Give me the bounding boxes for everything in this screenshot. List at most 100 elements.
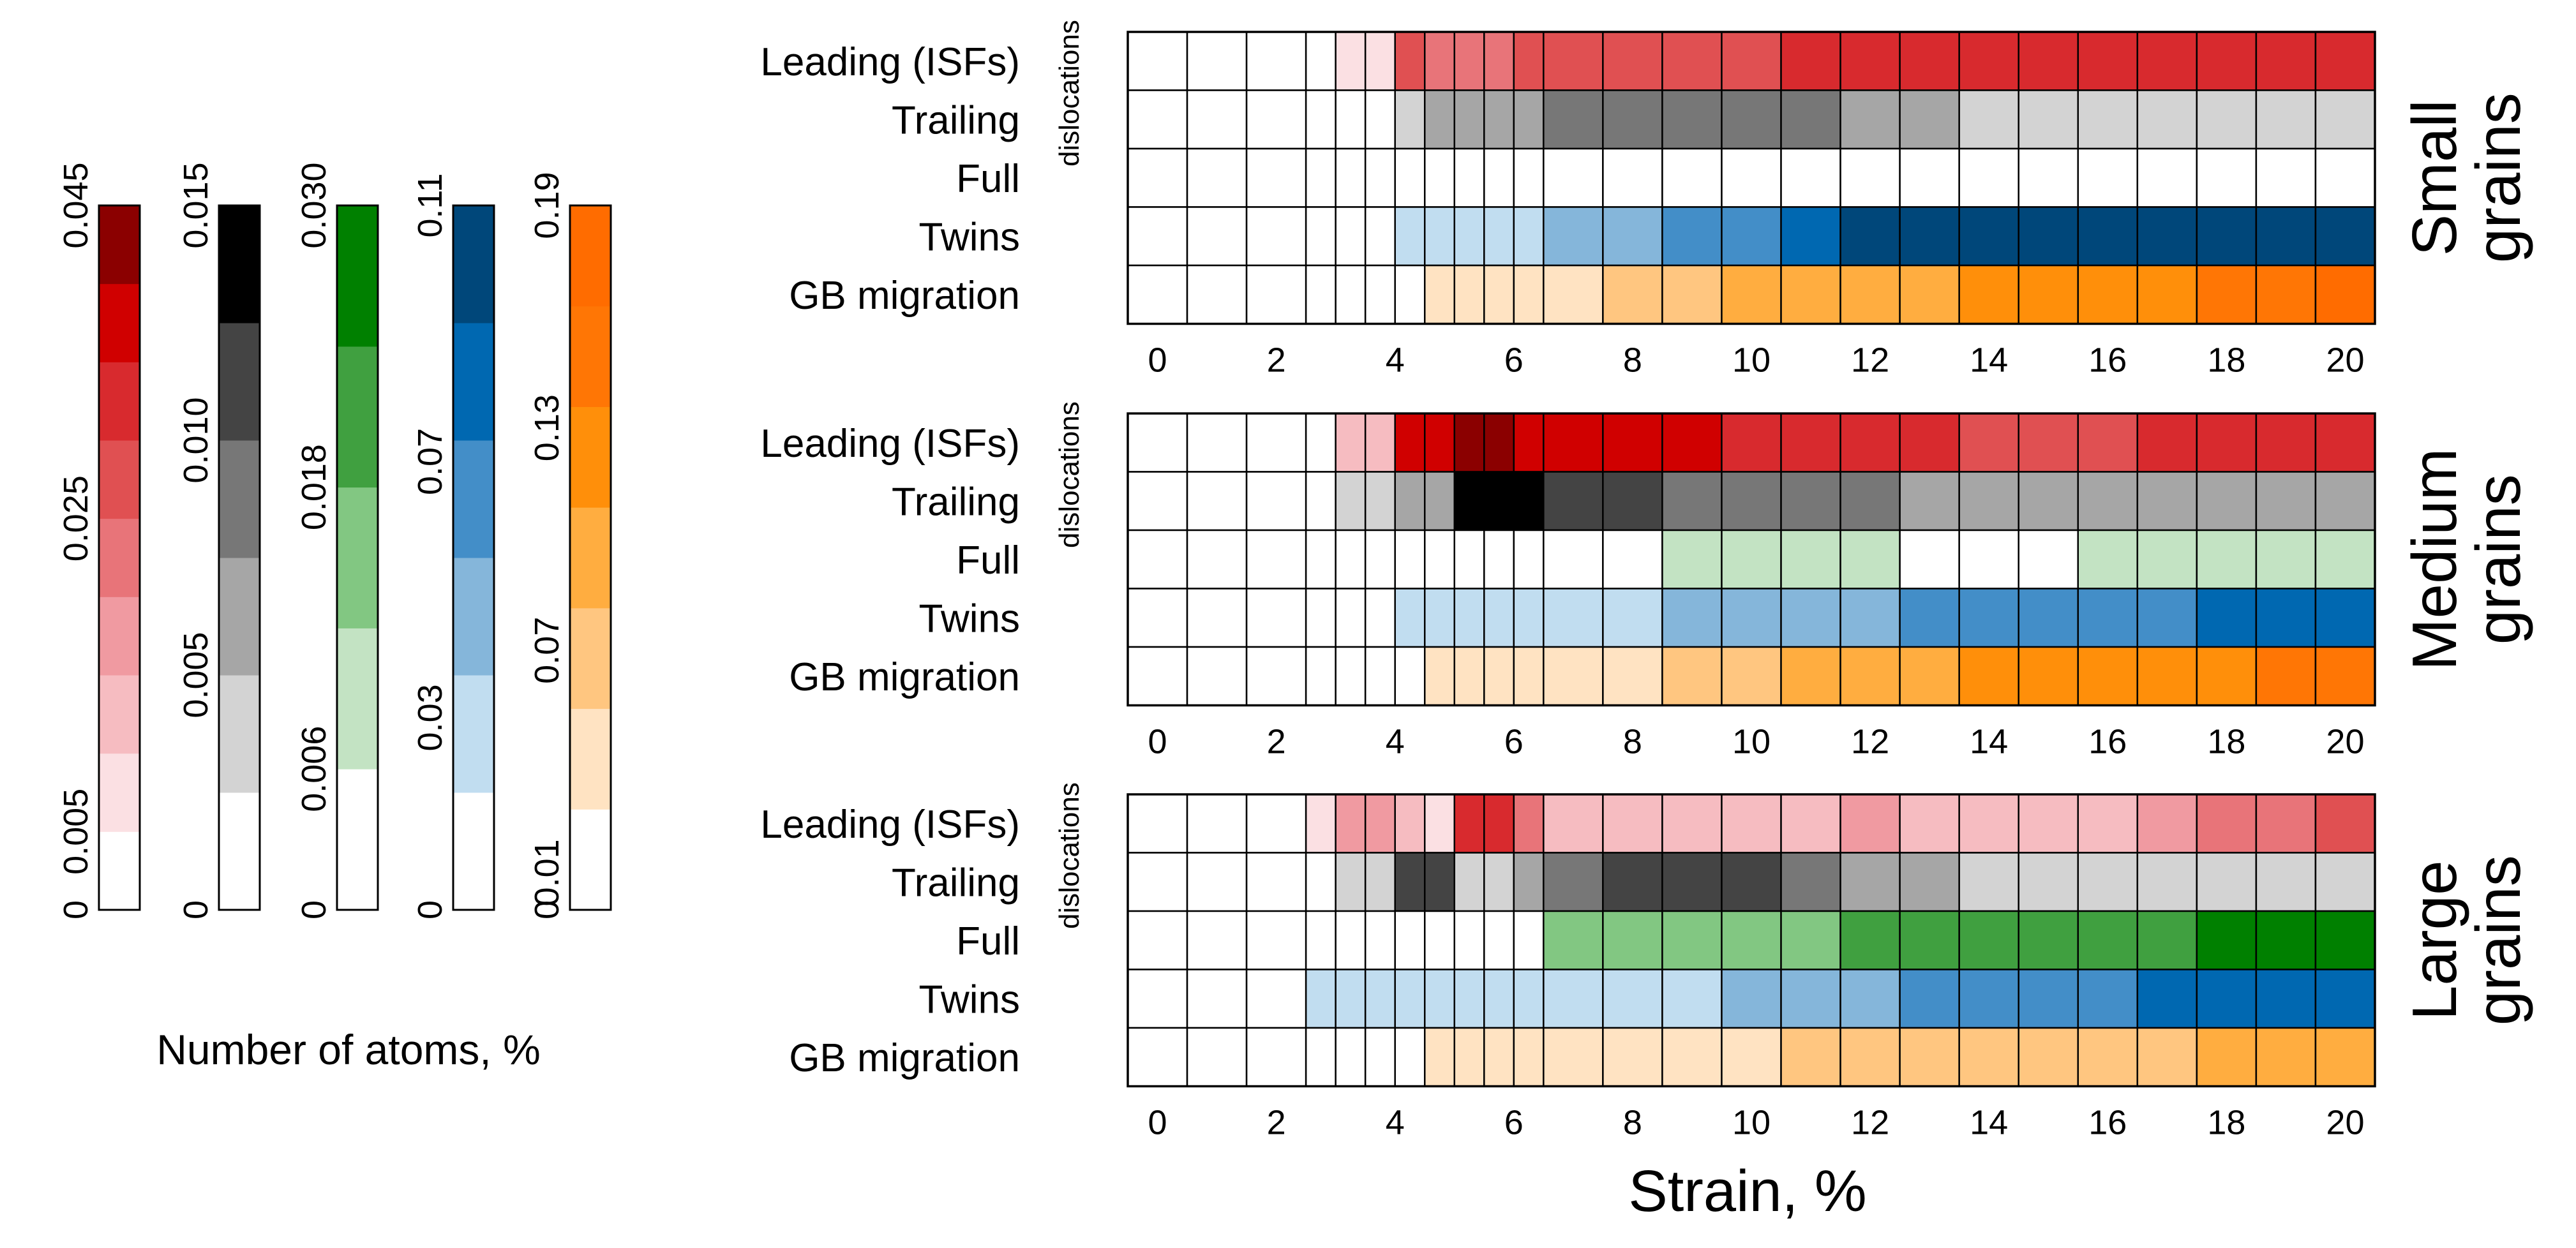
heatmap-cell — [1661, 471, 1723, 531]
heatmap-cell — [1661, 910, 1723, 970]
x-tick-label: 20 — [2326, 341, 2364, 380]
heatmap-cell — [1661, 969, 1723, 1029]
colorbar-segment — [219, 323, 260, 441]
heatmap-cell — [1543, 471, 1604, 531]
heatmap-cell — [1305, 529, 1337, 590]
heatmap-cell — [1394, 31, 1426, 91]
heatmap-cell — [1335, 206, 1367, 267]
heatmap-cell — [1423, 910, 1456, 970]
heatmap-cell — [1513, 412, 1545, 473]
heatmap-cell — [1335, 147, 1367, 208]
heatmap-cell — [1661, 852, 1723, 912]
heatmap-cell — [1513, 31, 1545, 91]
heatmap-cell — [2136, 412, 2198, 473]
heatmap-cell — [1394, 89, 1426, 150]
heatmap-cell — [1453, 646, 1485, 706]
heatmap-cell — [1364, 31, 1396, 91]
colorbar-frame — [98, 204, 141, 911]
heatmap-cell — [1899, 646, 1960, 706]
heatmap-cell — [1958, 910, 2019, 970]
heatmap-frame — [1127, 31, 2376, 325]
heatmap-cell — [1423, 412, 1456, 473]
colorbar-segment — [453, 675, 494, 793]
heatmap-cell — [1364, 646, 1396, 706]
x-tick-label: 8 — [1623, 341, 1642, 380]
heatmap-cell — [1483, 969, 1515, 1029]
heatmap-cell — [1543, 31, 1604, 91]
row-label: Full — [956, 919, 1020, 963]
heatmap-cell — [1245, 910, 1307, 970]
heatmap-cell — [1453, 852, 1485, 912]
row-label: Twins — [919, 977, 1020, 1021]
heatmap-cell — [1423, 471, 1456, 531]
x-tick-label: 2 — [1267, 723, 1286, 761]
heatmap-cell — [1958, 412, 2019, 473]
heatmap-cell — [1305, 412, 1337, 473]
row-label: GB migration — [789, 1036, 1020, 1080]
colorbar-frame — [336, 204, 379, 911]
x-tick-label: 18 — [2207, 723, 2245, 761]
colorbar-tick-label: 0.010 — [177, 397, 215, 483]
heatmap-cell — [2196, 31, 2258, 91]
heatmap-cell — [1394, 147, 1426, 208]
colorbar-segment — [99, 362, 140, 441]
heatmap-cell — [2314, 793, 2376, 854]
heatmap-cell — [2255, 793, 2317, 854]
heatmap-cell — [2136, 206, 2198, 267]
heatmap-cell — [1335, 529, 1367, 590]
heatmap-cell — [1839, 264, 1901, 325]
heatmap-cell — [1483, 31, 1515, 91]
heatmap-cell — [2314, 89, 2376, 150]
row-label: Twins — [919, 215, 1020, 259]
heatmap-cell — [1335, 264, 1367, 325]
colorbar-segment — [570, 306, 611, 407]
heatmap-cell — [1453, 969, 1485, 1029]
colorbar-blue: 0 0.03 0.07 0.11 — [411, 173, 495, 919]
heatmap-cell — [2196, 910, 2258, 970]
x-tick-label: 14 — [1970, 341, 2008, 380]
heatmap-cell — [1127, 1027, 1188, 1087]
heatmap-cell — [1305, 852, 1337, 912]
heatmap-cell — [1602, 529, 1663, 590]
colorbar-segment — [570, 406, 611, 508]
colorbar-segment — [337, 769, 378, 910]
colorbar-segment — [337, 628, 378, 769]
x-axis-label: Strain, % — [1628, 1159, 1866, 1224]
x-tick-label: 8 — [1623, 723, 1642, 761]
heatmap-cell — [1245, 147, 1307, 208]
heatmap-cell — [2196, 206, 2258, 267]
heatmap-cell — [1127, 471, 1188, 531]
panel-1: Leading (ISFs) Trailing Full Twins GB migrat… — [760, 401, 2533, 761]
heatmap-cell — [1186, 89, 1248, 150]
heatmap-frame — [1127, 793, 2376, 1088]
heatmap-cell — [1602, 89, 1663, 150]
heatmap-cell — [1958, 588, 2019, 648]
heatmap-cell — [1394, 471, 1426, 531]
heatmap-cell — [1780, 793, 1841, 854]
colorbar-tick-label: 0.030 — [295, 162, 333, 248]
heatmap-cell — [1305, 206, 1337, 267]
heatmap-cell — [1661, 89, 1723, 150]
heatmap-cell — [2255, 1027, 2317, 1087]
heatmap-cell — [1780, 147, 1841, 208]
heatmap-cell — [1958, 852, 2019, 912]
heatmap-cell — [1602, 31, 1663, 91]
heatmap-cell — [1305, 264, 1337, 325]
heatmap-cell — [1899, 471, 1960, 531]
heatmap-cell — [1661, 529, 1723, 590]
colorbar-segment — [219, 792, 260, 910]
heatmap-cell — [1661, 412, 1723, 473]
heatmap-cell — [2196, 89, 2258, 150]
heatmap-cell — [1513, 793, 1545, 854]
heatmap-cell — [2314, 969, 2376, 1029]
heatmap-cell — [1335, 89, 1367, 150]
row-label: Full — [956, 157, 1020, 201]
colorbar-tick-label: 0.13 — [528, 394, 566, 461]
colorbar-segment — [99, 205, 140, 285]
heatmap-cell — [1780, 529, 1841, 590]
heatmap-cell — [1780, 969, 1841, 1029]
heatmap-cell — [2077, 147, 2139, 208]
heatmap-cell — [2077, 31, 2139, 91]
colorbar-tick-label: 0.018 — [295, 444, 333, 530]
